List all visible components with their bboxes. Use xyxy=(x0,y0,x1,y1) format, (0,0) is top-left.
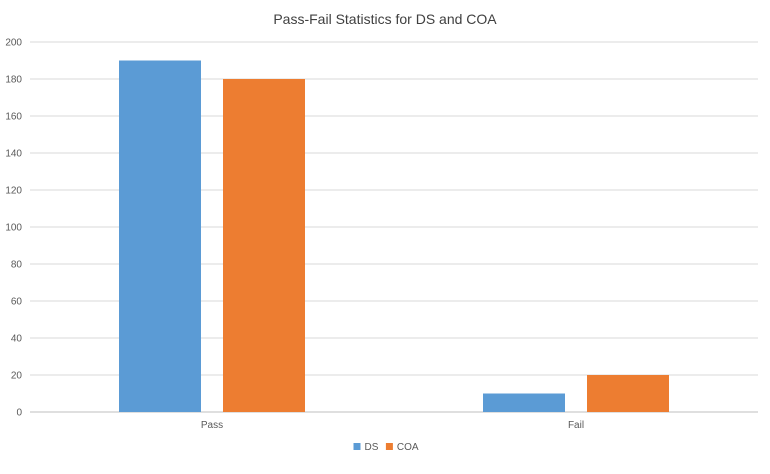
y-tick-label: 100 xyxy=(5,223,22,234)
x-category-label: Fail xyxy=(568,420,584,431)
legend-swatch-coa xyxy=(385,443,393,450)
y-tick-label: 80 xyxy=(11,260,23,271)
bar-ds-pass xyxy=(119,60,201,412)
y-tick-label: 140 xyxy=(5,149,22,160)
legend: DS COA xyxy=(353,442,419,453)
y-tick-label: 200 xyxy=(5,38,22,49)
y-tick-label: 60 xyxy=(11,297,23,308)
y-tick-label: 0 xyxy=(16,408,22,419)
bar-coa-fail xyxy=(587,375,669,412)
bar-ds-fail xyxy=(483,393,565,412)
y-tick-label: 160 xyxy=(5,112,22,123)
y-tick-label: 20 xyxy=(11,371,23,382)
y-axis-ticks: 0 20 40 60 80 100 120 140 160 180 200 xyxy=(5,38,22,419)
chart-title: Pass-Fail Statistics for DS and COA xyxy=(273,11,497,27)
x-category-label: Pass xyxy=(201,420,223,431)
y-tick-label: 120 xyxy=(5,186,22,197)
legend-label-coa: COA xyxy=(397,442,419,453)
bar-coa-pass xyxy=(223,79,305,412)
y-tick-label: 40 xyxy=(11,334,23,345)
y-tick-label: 180 xyxy=(5,75,22,86)
bars xyxy=(119,60,669,412)
legend-swatch-ds xyxy=(353,443,361,450)
legend-label-ds: DS xyxy=(365,442,379,453)
x-axis-categories: Pass Fail xyxy=(201,420,584,431)
